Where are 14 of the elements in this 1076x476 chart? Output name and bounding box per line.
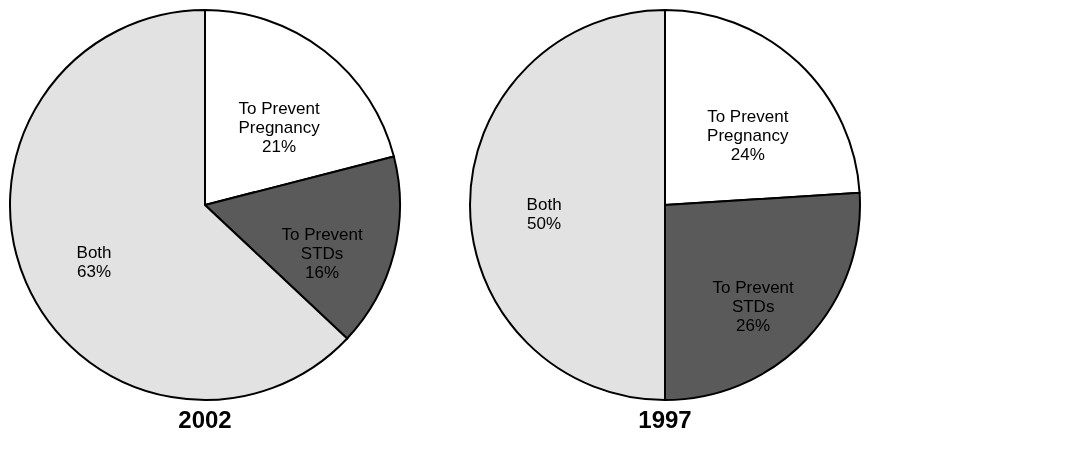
slice-label: To Prevent STDs — [712, 277, 795, 316]
slice-label: Both — [76, 243, 112, 263]
data-label: 16% — [305, 263, 340, 283]
data-label: 24% — [730, 144, 765, 164]
text: 2002 — [178, 406, 232, 433]
slice-label: To Prevent Pregnancy — [707, 106, 789, 145]
slice-label: To Prevent STDs — [281, 225, 364, 264]
text: 1997 — [638, 406, 692, 433]
data-label: 21% — [262, 137, 297, 157]
slice-label: To Prevent Pregnancy — [238, 99, 321, 138]
data-label: 26% — [736, 315, 771, 335]
data-label: 50% — [527, 214, 562, 233]
slice-label: Both — [526, 195, 562, 214]
data-label: 63% — [77, 262, 112, 282]
